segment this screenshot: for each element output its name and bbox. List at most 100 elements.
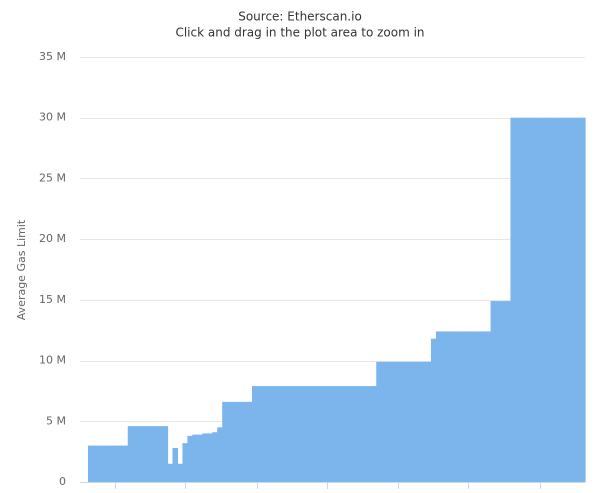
area-step	[455, 331, 462, 482]
area-step	[276, 386, 283, 482]
area-step	[361, 386, 367, 482]
area-step	[346, 386, 353, 482]
area-step	[460, 331, 467, 482]
area-step	[366, 386, 372, 482]
area-step	[117, 445, 124, 482]
y-tick-label: 30 M	[39, 111, 66, 124]
y-tick-label: 20 M	[39, 232, 66, 245]
area-step	[416, 361, 422, 482]
area-step	[480, 331, 487, 482]
area-step	[271, 386, 278, 482]
area-step	[232, 401, 238, 482]
area-step	[192, 434, 198, 482]
chart-subtitle: Source: Etherscan.io	[238, 10, 362, 24]
area-step	[212, 432, 218, 482]
area-step	[122, 445, 129, 482]
area-step	[326, 386, 333, 482]
area-step	[510, 117, 517, 482]
chart-subtitle: Click and drag in the plot area to zoom …	[175, 26, 424, 40]
area-step	[182, 443, 188, 482]
area-step	[570, 117, 576, 482]
area-step	[316, 386, 323, 482]
area-step	[286, 386, 293, 482]
area-step	[470, 331, 477, 482]
area-step	[336, 386, 343, 482]
area-step	[445, 331, 452, 482]
area-step	[107, 445, 114, 482]
area-step	[545, 117, 551, 482]
area-step	[565, 117, 571, 482]
y-tick-label: 5 M	[46, 414, 66, 427]
area-step	[256, 386, 263, 482]
y-tick-label: 25 M	[39, 171, 66, 184]
area-step	[227, 401, 233, 482]
area-step	[237, 401, 243, 482]
y-tick-label: 35 M	[39, 50, 66, 63]
area-step	[152, 426, 159, 482]
x-axis	[80, 482, 585, 489]
area-step	[142, 426, 149, 482]
plot-area	[88, 117, 586, 482]
area-step	[202, 433, 208, 482]
area-step	[485, 331, 492, 482]
area-step	[515, 117, 521, 482]
area-step	[525, 117, 531, 482]
area-step	[540, 117, 546, 482]
area-step	[306, 386, 313, 482]
area-step	[162, 426, 169, 482]
area-step	[440, 331, 447, 482]
area-step	[92, 445, 99, 482]
area-step	[401, 361, 407, 482]
area-step	[580, 117, 586, 482]
area-step	[575, 117, 581, 482]
area-step	[420, 361, 427, 482]
area-step	[331, 386, 338, 482]
area-step	[102, 445, 109, 482]
area-step	[97, 445, 104, 482]
area-step	[281, 386, 288, 482]
area-step	[157, 426, 164, 482]
area-step	[435, 331, 442, 482]
area-step	[296, 386, 303, 482]
area-step	[555, 117, 561, 482]
area-step	[530, 117, 536, 482]
area-step	[217, 427, 223, 482]
area-step	[197, 434, 203, 482]
area-step	[137, 426, 144, 482]
area-step	[406, 361, 412, 482]
area-step	[252, 386, 258, 482]
area-step	[430, 338, 437, 482]
area-step	[425, 361, 432, 482]
area-step	[396, 361, 402, 482]
area-step	[167, 463, 174, 482]
area-step	[321, 386, 328, 482]
area-step	[291, 386, 298, 482]
area-step	[505, 301, 512, 482]
area-step	[207, 433, 213, 482]
area-step	[247, 401, 253, 482]
area-step	[127, 426, 134, 482]
area-step	[222, 401, 228, 482]
area-step	[88, 445, 94, 482]
area-step	[341, 386, 348, 482]
area-step	[147, 426, 154, 482]
area-step	[475, 331, 482, 482]
area-step	[132, 426, 139, 482]
area-step	[266, 386, 273, 482]
area-step	[520, 117, 526, 482]
area-step	[386, 361, 392, 482]
area-step	[187, 435, 193, 482]
area-step	[490, 301, 497, 482]
area-step	[356, 386, 362, 482]
area-step	[261, 386, 268, 482]
y-tick-label: 10 M	[39, 354, 66, 367]
area-step	[301, 386, 308, 482]
area-step	[112, 445, 119, 482]
area-step	[311, 386, 318, 482]
area-step	[371, 386, 377, 482]
area-step	[172, 448, 179, 482]
area-step	[535, 117, 541, 482]
area-step	[376, 361, 382, 482]
area-step	[465, 331, 472, 482]
